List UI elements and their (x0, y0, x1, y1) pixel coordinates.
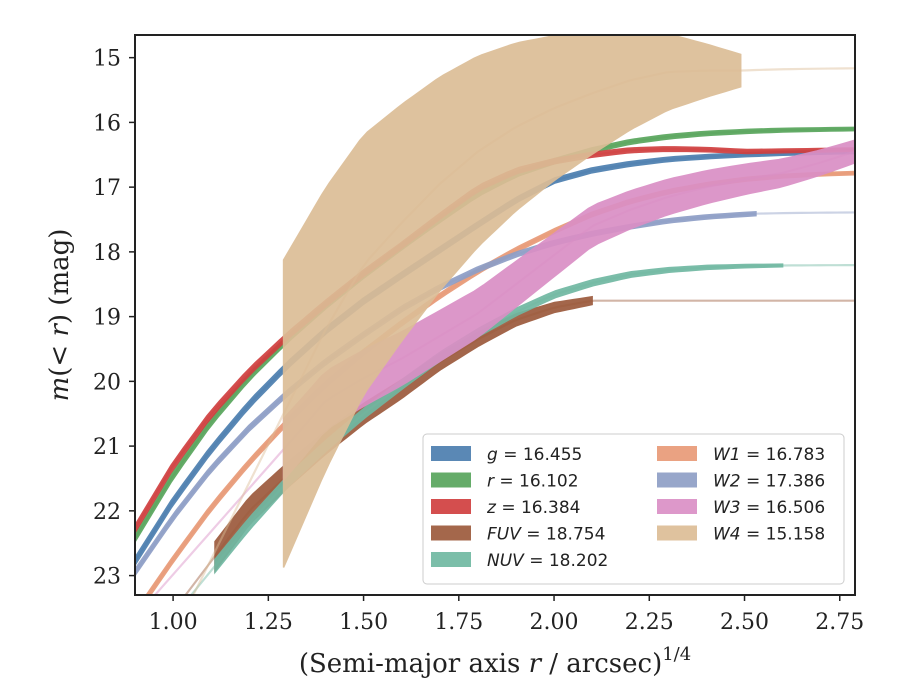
legend-swatch-z (431, 499, 471, 514)
x-tick-label: 1.00 (149, 610, 198, 635)
series-w3 (153, 139, 855, 595)
legend: g = 16.455 r = 16.102 z = 16.384 FUV = 18.7… (422, 433, 845, 585)
band-w3 (282, 139, 855, 483)
plot-frame (134, 34, 856, 596)
y-tick-label: 15 (93, 47, 121, 72)
legend-label-w4: W4 = 15.158 (713, 525, 825, 545)
y-tick-label: 23 (93, 565, 121, 590)
x-tick-label: 1.25 (244, 610, 293, 635)
band-w4 (282, 35, 742, 568)
y-tick-label: 19 (93, 306, 121, 331)
x-axis-label: (Semi-major axis r / arcsec)1/4 (299, 644, 691, 679)
legend-swatch-w1 (657, 446, 697, 461)
x-tick-label: 2.00 (530, 610, 579, 635)
series-w4 (192, 35, 855, 595)
series-layer (135, 35, 855, 595)
legend-label-r: r = 16.102 (487, 472, 579, 492)
y-tick-label: 20 (93, 370, 121, 395)
y-axis-label: m(< r) (mag) (45, 229, 75, 402)
y-tick-label: 16 (93, 111, 121, 136)
y-tick-label: 21 (93, 435, 121, 460)
x-tick-label: 2.25 (625, 610, 674, 635)
legend-box (422, 433, 845, 585)
x-tick-label: 1.75 (434, 610, 483, 635)
legend-swatch-r (431, 472, 471, 488)
x-tick-label: 1.50 (339, 610, 388, 635)
y-tick-label: 17 (93, 176, 121, 201)
y-tick-label: 18 (93, 241, 121, 266)
legend-swatch-w4 (657, 525, 697, 541)
legend-swatch-g (431, 446, 471, 461)
ticks-layer: 1.00 1.25 1.50 1.75 2.00 2.25 2.50 2.75 15 16 17 18… (93, 47, 864, 635)
legend-swatch-w3 (657, 499, 697, 514)
legend-swatch-nuv (431, 552, 471, 567)
legend-label-w3: W3 = 16.506 (713, 498, 825, 518)
x-tick-label: 2.50 (720, 610, 769, 635)
legend-label-w2: W2 = 17.386 (713, 472, 825, 492)
legend-label-g: g = 16.455 (487, 445, 582, 465)
x-tick-label: 2.75 (815, 610, 864, 635)
legend-label-w1: W1 = 16.783 (713, 445, 825, 465)
legend-label-fuv: FUV = 18.754 (487, 525, 605, 545)
y-tick-label: 22 (93, 500, 121, 525)
legend-swatch-w2 (657, 472, 697, 488)
legend-label-nuv: NUV = 18.202 (487, 551, 608, 571)
legend-swatch-fuv (431, 525, 471, 541)
legend-label-z: z = 16.384 (486, 498, 580, 518)
